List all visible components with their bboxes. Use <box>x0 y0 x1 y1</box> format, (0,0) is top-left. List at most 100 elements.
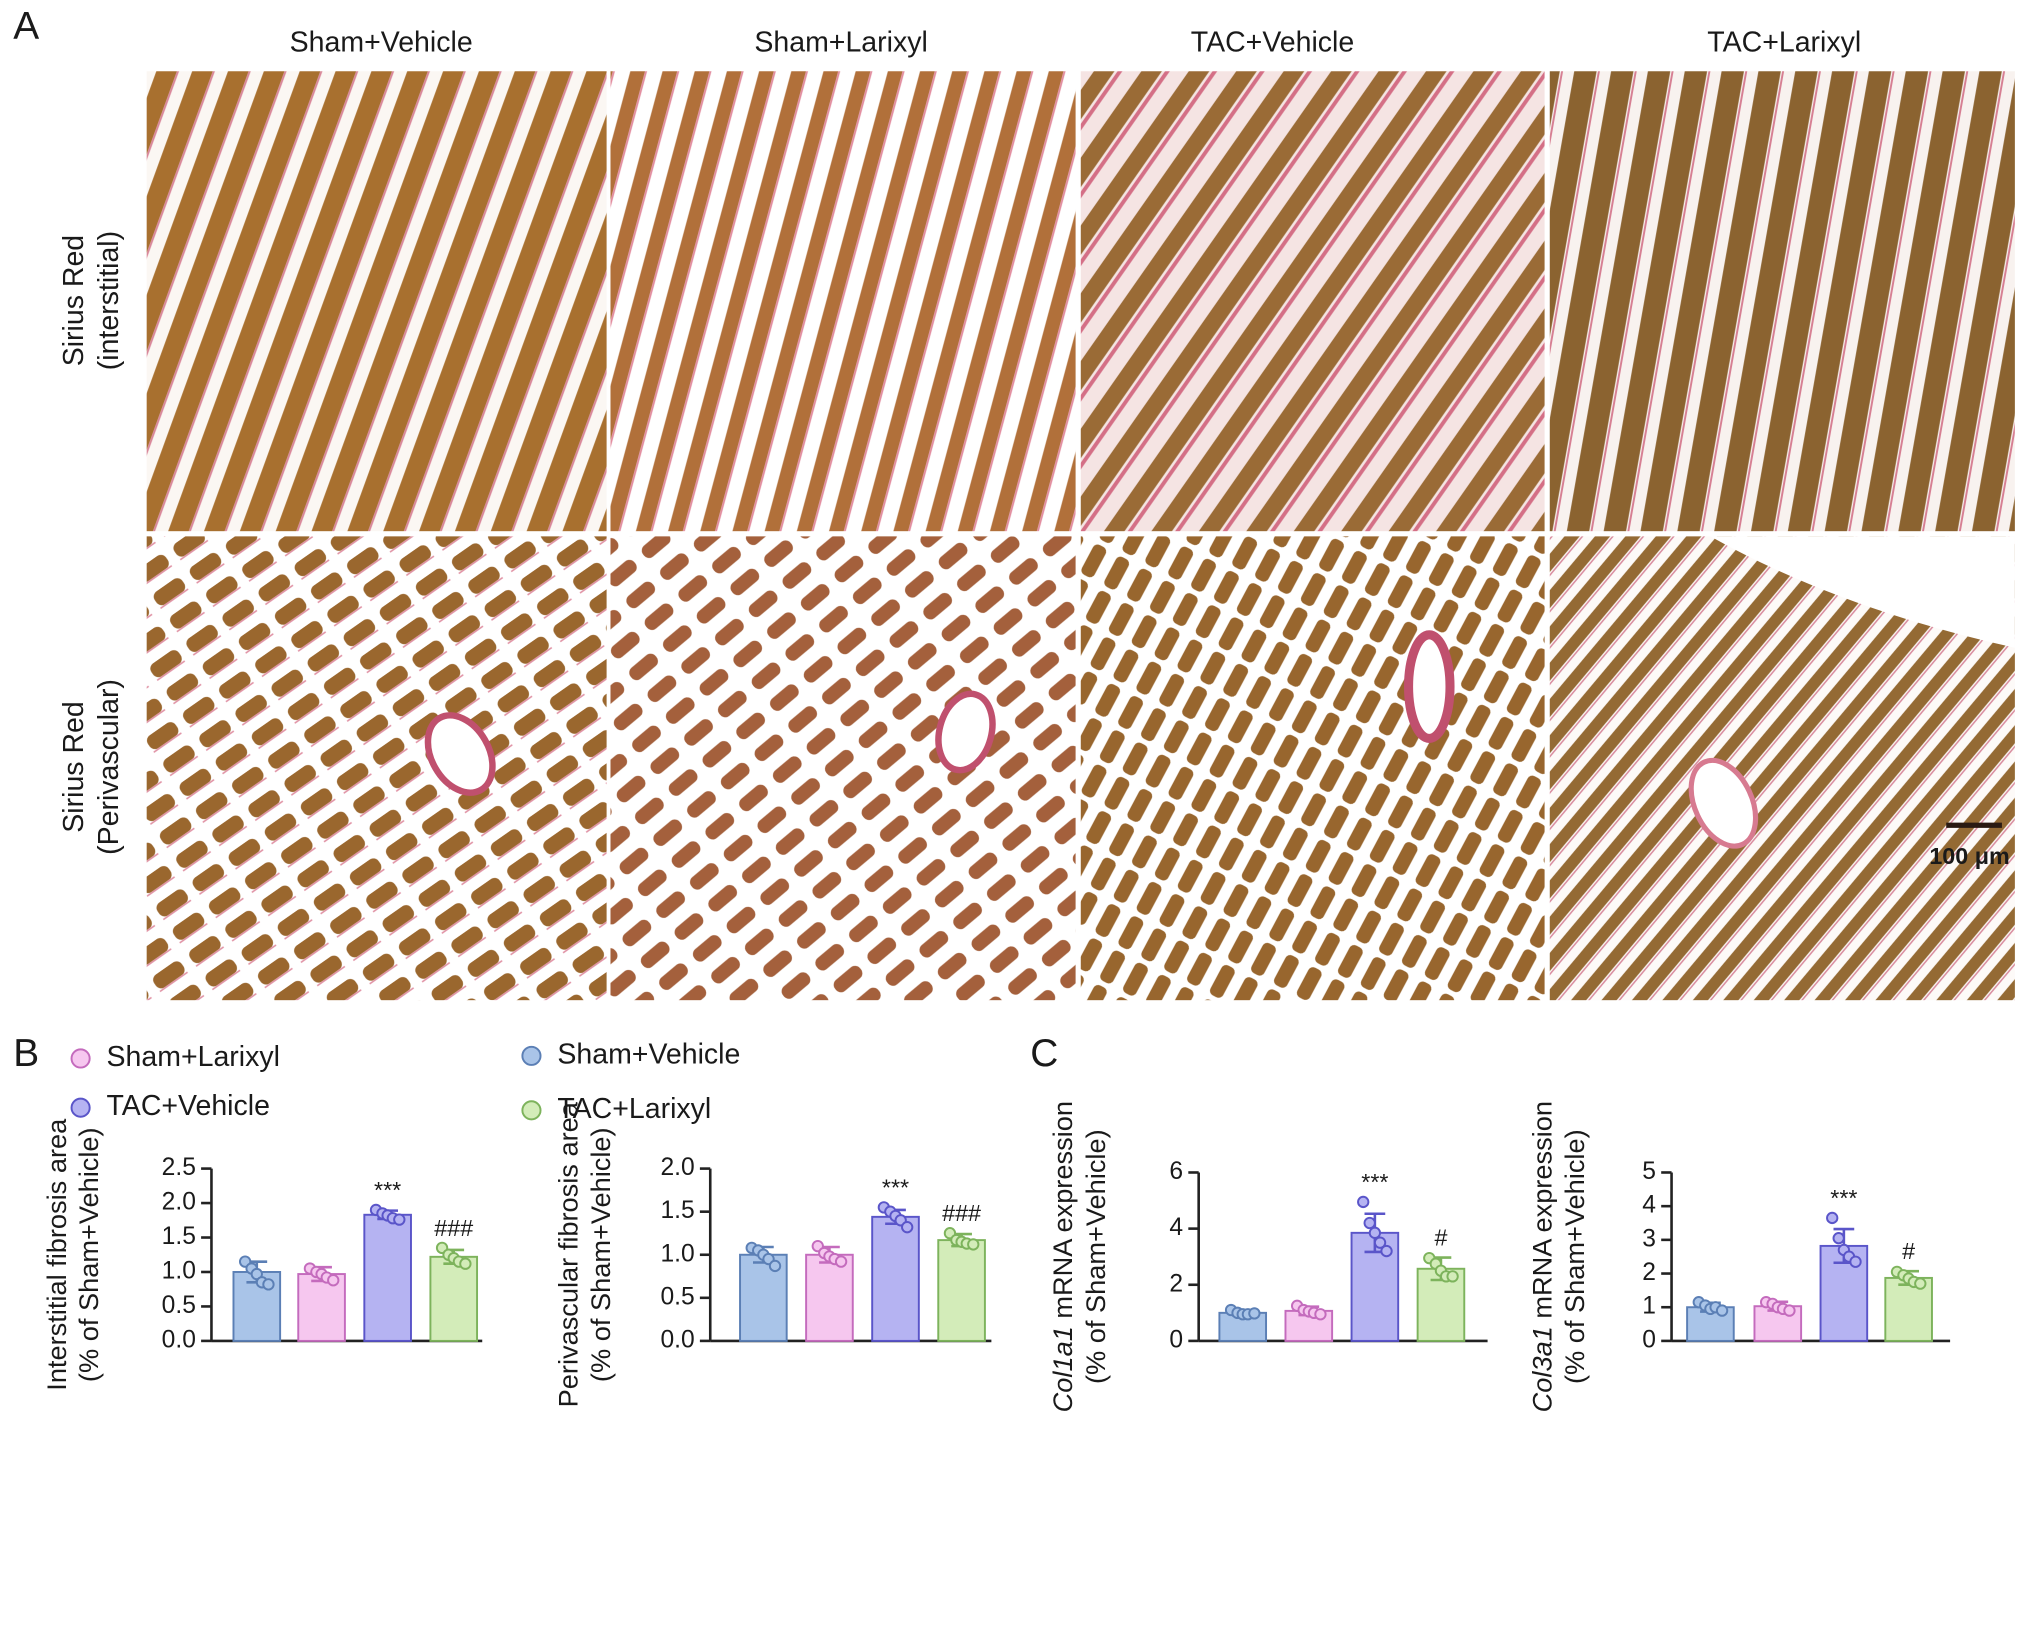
data-point <box>1363 1216 1376 1230</box>
significance-label: *** <box>882 1174 909 1200</box>
column-title: TAC+Larixyl <box>1707 27 1861 59</box>
data-point <box>1373 1236 1387 1249</box>
micrograph <box>146 536 607 1001</box>
data-point <box>327 1274 340 1287</box>
y-tick-label: 4 <box>1642 1192 1656 1219</box>
y-axis-label: (% of Sham+Vehicle) <box>585 1127 616 1382</box>
legend-marker <box>521 1100 542 1121</box>
legend-marker <box>70 1048 91 1069</box>
y-tick-label: 2.0 <box>660 1154 694 1181</box>
panel-label: A <box>13 5 39 48</box>
y-axis-label-gene: Col1a1 <box>1047 1326 1078 1412</box>
data-point <box>901 1221 914 1234</box>
y-tick-label: 0.5 <box>162 1292 196 1319</box>
y-tick-label: 0.0 <box>162 1326 196 1353</box>
data-point <box>1849 1255 1862 1268</box>
column-title: Sham+Larixyl <box>754 27 927 59</box>
bar <box>297 1273 346 1342</box>
y-tick-label: 0.5 <box>660 1283 694 1310</box>
data-point <box>834 1255 848 1268</box>
bar <box>1884 1276 1933 1342</box>
micrograph <box>610 536 1076 1001</box>
data-point <box>1248 1307 1261 1320</box>
data-point <box>1832 1232 1845 1245</box>
data-point <box>967 1238 980 1251</box>
micrograph <box>146 71 607 532</box>
y-tick-label: 3 <box>1642 1225 1656 1252</box>
significance-label: ### <box>942 1200 981 1226</box>
data-point <box>768 1259 782 1273</box>
micrographs <box>146 71 2015 1001</box>
legend-label: TAC+Larixyl <box>557 1093 711 1125</box>
scale-label: 100 μm <box>1929 843 2009 869</box>
legend-label: Sham+Vehicle <box>557 1038 740 1070</box>
y-tick-label: 2.5 <box>162 1154 196 1181</box>
y-tick-label: 2 <box>1642 1259 1656 1286</box>
bar <box>363 1213 412 1342</box>
vessel <box>1688 757 1759 849</box>
row-label: Sirius Red <box>58 701 90 832</box>
y-axis-label: Interstitial fibrosis area <box>41 1118 72 1391</box>
significance-label: *** <box>1830 1185 1857 1211</box>
vessel <box>424 712 496 796</box>
data-point <box>262 1278 275 1291</box>
vessel <box>1404 630 1455 744</box>
y-axis-label: (% of Sham+Vehicle) <box>73 1127 104 1382</box>
row-label: Sirius Red <box>58 235 90 366</box>
data-point <box>393 1213 406 1226</box>
panel-label: C <box>1030 1032 1058 1075</box>
significance-label: # <box>1434 1225 1447 1251</box>
tissue-void <box>1710 536 2015 648</box>
bar <box>871 1215 920 1342</box>
y-tick-label: 6 <box>1169 1158 1183 1185</box>
y-tick-label: 2.0 <box>162 1189 196 1216</box>
panel-label: B <box>13 1032 39 1075</box>
legend-marker <box>70 1097 91 1118</box>
legend-label: Sham+Larixyl <box>107 1041 280 1073</box>
y-tick-label: 5 <box>1642 1158 1656 1185</box>
y-tick-label: 2 <box>1169 1270 1183 1297</box>
data-point <box>1380 1244 1393 1258</box>
y-axis-label: Perivascular fibrosis area <box>553 1101 584 1407</box>
micrograph <box>1080 71 1545 532</box>
y-tick-label: 1 <box>1642 1293 1656 1320</box>
y-axis-label-text: mRNA expression <box>1527 1101 1558 1326</box>
row-label: (Perivascular) <box>93 679 125 855</box>
y-axis-label-text: mRNA expression <box>1047 1101 1078 1326</box>
data-point <box>1826 1211 1839 1225</box>
bar <box>805 1253 854 1342</box>
column-title: Sham+Vehicle <box>290 27 473 59</box>
y-tick-label: 1.5 <box>660 1197 694 1224</box>
micrograph <box>610 71 1076 532</box>
legend-label: TAC+Vehicle <box>107 1090 270 1122</box>
data-point <box>1314 1308 1327 1321</box>
micrograph <box>1080 536 1545 1001</box>
y-tick-label: 0 <box>1169 1326 1183 1353</box>
y-tick-label: 1.5 <box>162 1223 196 1250</box>
data-point <box>1357 1195 1370 1209</box>
data-point <box>1446 1270 1459 1283</box>
vessel <box>935 690 996 774</box>
y-axis-label: Col1a1 mRNA expression <box>1047 1101 1078 1412</box>
data-point <box>459 1257 472 1270</box>
significance-label: *** <box>1361 1169 1388 1195</box>
micrograph <box>1549 71 2015 532</box>
data-point <box>1783 1304 1796 1317</box>
y-axis-label: Col3a1 mRNA expression <box>1527 1101 1558 1412</box>
significance-label: *** <box>374 1177 401 1203</box>
y-tick-label: 0 <box>1642 1326 1656 1353</box>
y-tick-label: 1.0 <box>162 1257 196 1284</box>
data-point <box>1368 1226 1382 1239</box>
significance-label: # <box>1902 1238 1915 1264</box>
row-label: (interstitial) <box>93 231 125 370</box>
bar <box>429 1255 479 1342</box>
bar <box>937 1239 986 1342</box>
y-tick-label: 4 <box>1169 1214 1183 1241</box>
data-point <box>1914 1277 1927 1290</box>
y-tick-label: 0.0 <box>660 1326 694 1353</box>
legend-marker <box>521 1045 542 1066</box>
y-axis-label: (% of Sham+Vehicle) <box>1559 1129 1590 1384</box>
column-title: TAC+Vehicle <box>1191 27 1354 59</box>
